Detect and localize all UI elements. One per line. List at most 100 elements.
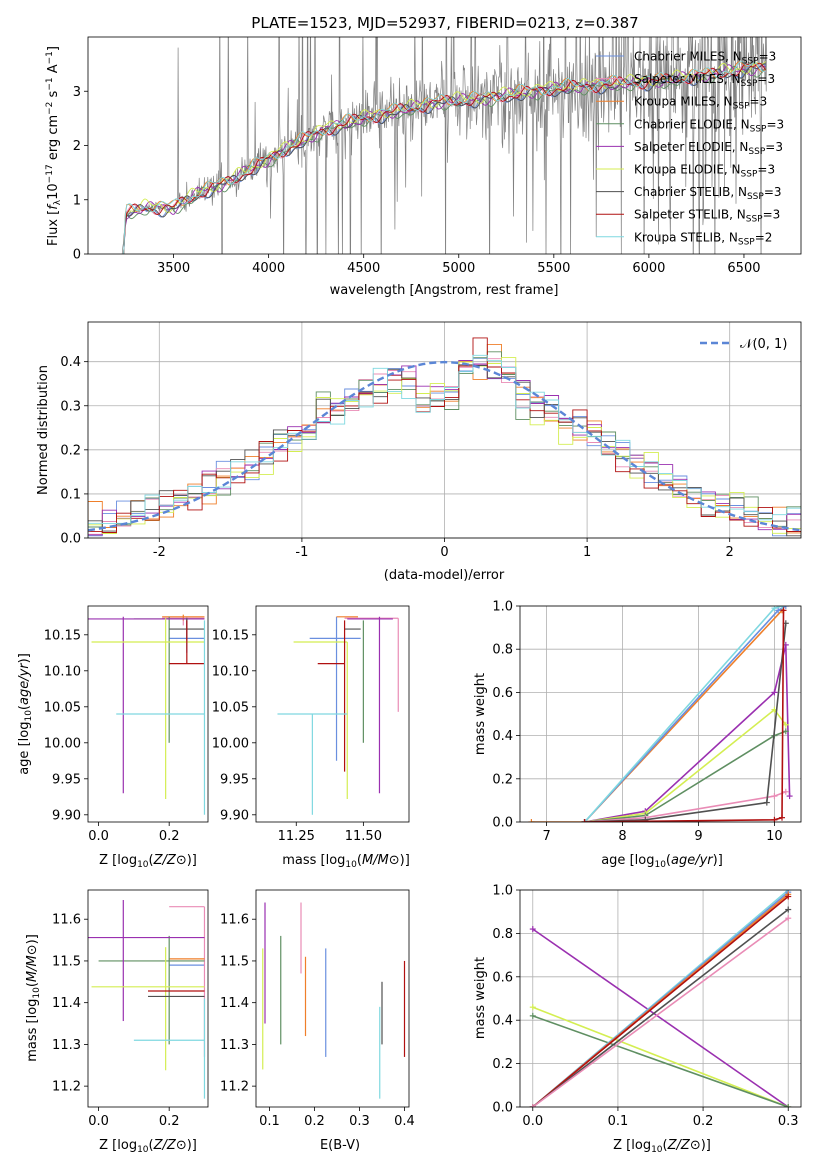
spectrum-plot-area bbox=[121, 37, 767, 254]
x-tick-label: -1 bbox=[295, 545, 308, 560]
x-tick-label: 6000 bbox=[632, 261, 665, 276]
y-tick-label: 11.4 bbox=[220, 996, 249, 1011]
x-axis-label: Z [log10(Z/Z⊙)] bbox=[613, 1138, 711, 1155]
residual_hist-axes: -2 -1 0 1 2 0.0 0.1 0.2 0.3 0.4 𝒩(0, 1) (data-model… bbox=[36, 321, 802, 583]
spectrum-axes: 3500 4000 4500 5000 5500 6000 6500 0 1 2 3 Chabrier… bbox=[45, 36, 802, 298]
y-tick-label: 11.2 bbox=[220, 1080, 249, 1095]
y-tick-label: 0.6 bbox=[492, 970, 513, 985]
age_vs_Z-plot-area bbox=[88, 614, 206, 815]
x-axis-label: Z [log10(Z/Z⊙)] bbox=[99, 1138, 197, 1155]
y-tick-label: 0.6 bbox=[492, 686, 513, 701]
axes-frame bbox=[87, 889, 209, 1108]
legend-entry: Kroupa MILES, NSSP=3 bbox=[634, 95, 767, 112]
x-tick-label: 0.2 bbox=[159, 1114, 180, 1129]
plot-layer: 3500 4000 4500 5000 5500 6000 6500 0 1 2 3 Chabrier… bbox=[17, 36, 802, 1155]
x-tick-label: 11.50 bbox=[345, 829, 382, 844]
y-tick-label: 9.90 bbox=[52, 808, 81, 823]
model-kroupa-stelib-line bbox=[122, 61, 766, 254]
x-tick-label: 0.0 bbox=[88, 1114, 109, 1129]
mass_weight_vs_Z-plot-area bbox=[529, 890, 792, 1107]
y-tick-label: 0 bbox=[73, 248, 81, 263]
errorbar-point-kroupa-elodie bbox=[91, 618, 205, 799]
mass_weight_vs_age-axes: 7 8 9 10 0.0 0.2 0.4 0.6 0.8 1.0 age [log10(age/yr… bbox=[473, 600, 802, 870]
errorbar-point-chabrier-elodie bbox=[133, 616, 205, 743]
y-tick-label: 11.3 bbox=[52, 1038, 81, 1053]
x-tick-label: 0.0 bbox=[88, 829, 109, 844]
y-tick-label: 0.8 bbox=[492, 927, 513, 942]
y-tick-label: 1.0 bbox=[492, 600, 513, 615]
y-tick-label: 9.90 bbox=[220, 808, 249, 823]
y-tick-label: 10.05 bbox=[44, 700, 81, 715]
weight-line-chabrier-elodie bbox=[584, 730, 787, 822]
normal-reference-curve bbox=[88, 360, 801, 532]
y-tick-label: 11.6 bbox=[220, 913, 249, 928]
legend-entry: Salpeter ELODIE, NSSP=3 bbox=[634, 140, 783, 157]
axes-frame bbox=[519, 889, 802, 1108]
legend-entry: Kroupa ELODIE, NSSP=3 bbox=[634, 163, 775, 180]
x-tick-label: 8 bbox=[618, 829, 626, 844]
y-tick-label: 11.4 bbox=[52, 996, 81, 1011]
y-tick-label: 11.2 bbox=[52, 1080, 81, 1095]
y-axis-label: Normed distribution bbox=[36, 365, 51, 495]
x-tick-label: 9 bbox=[694, 829, 702, 844]
y-tick-label: 2 bbox=[73, 139, 81, 154]
x-tick-label: 1 bbox=[583, 545, 591, 560]
mass_vs_Z-plot-area bbox=[88, 900, 206, 1099]
y-tick-label: 10.15 bbox=[44, 628, 81, 643]
x-axis-label: (data-model)/error bbox=[384, 568, 505, 583]
x-tick-label: 4500 bbox=[347, 261, 380, 276]
x-tick-label: 0 bbox=[440, 545, 448, 560]
age_vs_mass-plot-area bbox=[277, 616, 399, 815]
x-tick-label: 0.2 bbox=[159, 829, 180, 844]
errorbar-point-chabrier-elodie bbox=[98, 935, 205, 1045]
x-tick-label: 7 bbox=[542, 829, 550, 844]
y-tick-label: 10.00 bbox=[212, 736, 249, 751]
errorbar-point-kroupa-elodie bbox=[91, 947, 205, 1071]
x-axis-label: E(B-V) bbox=[320, 1138, 360, 1153]
x-tick-label: 0.3 bbox=[778, 1114, 799, 1129]
y-axis-label: mass [log10(M/M⊙)] bbox=[25, 934, 42, 1062]
model-chabrier-stelib-line bbox=[122, 63, 766, 254]
weight-line-kroupa-elodie bbox=[532, 1006, 789, 1107]
weight-line-salpeter-elodie bbox=[584, 644, 791, 822]
x-tick-label: 0.3 bbox=[349, 1114, 370, 1129]
x-tick-label: 0.2 bbox=[304, 1114, 325, 1129]
legend-entry: Salpeter STELIB, NSSP=3 bbox=[634, 208, 780, 225]
errorbar-point-salpeter-elodie bbox=[347, 616, 393, 794]
x-tick-label: 0.1 bbox=[608, 1114, 629, 1129]
y-tick-label: 0.4 bbox=[60, 355, 81, 370]
model-salpeter-elodie-line bbox=[122, 64, 766, 254]
legend-entry: Salpeter MILES, NSSP=3 bbox=[634, 72, 775, 89]
hist-kroupa-stelib bbox=[88, 354, 801, 538]
x-tick-label: 5000 bbox=[442, 261, 475, 276]
errorbar-point-salpeter-elodie bbox=[88, 616, 205, 794]
figure-title: PLATE=1523, MJD=52937, FIBERID=0213, z=0… bbox=[251, 14, 638, 32]
y-tick-label: 0.2 bbox=[60, 443, 81, 458]
y-tick-label: 10.05 bbox=[212, 700, 249, 715]
x-axis-label: wavelength [Angstrom, rest frame] bbox=[330, 283, 559, 298]
weight-line-chabrier-stelib bbox=[584, 623, 787, 822]
mass_weight_vs_age-plot-area bbox=[528, 606, 793, 822]
x-tick-label: 6500 bbox=[727, 261, 760, 276]
y-tick-label: 1.0 bbox=[492, 884, 513, 899]
errorbar-point-salpeter-stelib bbox=[169, 620, 205, 665]
x-tick-label: 11.25 bbox=[278, 829, 315, 844]
x-tick-label: 5500 bbox=[537, 261, 570, 276]
y-tick-label: 0.8 bbox=[492, 643, 513, 658]
y-axis-label: mass weight bbox=[473, 673, 488, 755]
model-kroupa-miles-line bbox=[122, 61, 766, 254]
legend-normal-label: 𝒩(0, 1) bbox=[740, 337, 787, 352]
x-tick-label: 4000 bbox=[252, 261, 285, 276]
axes-frame bbox=[87, 36, 802, 255]
weight-line-salpeter-miles bbox=[532, 917, 789, 1107]
x-axis-label: age [log10(age/yr)] bbox=[601, 853, 723, 870]
weight-line-chabrier-elodie bbox=[532, 1015, 789, 1107]
y-tick-label: 0.0 bbox=[60, 532, 81, 547]
y-tick-label: 0.2 bbox=[492, 1057, 513, 1072]
y-axis-label: age [log10(age/yr)] bbox=[17, 653, 34, 775]
errorbar-point-chabrier-miles bbox=[309, 616, 361, 761]
errorbar-point-salpeter-elodie bbox=[88, 900, 205, 1022]
errorbar-point-kroupa-elodie bbox=[293, 641, 348, 799]
y-tick-label: 0.1 bbox=[60, 487, 81, 502]
